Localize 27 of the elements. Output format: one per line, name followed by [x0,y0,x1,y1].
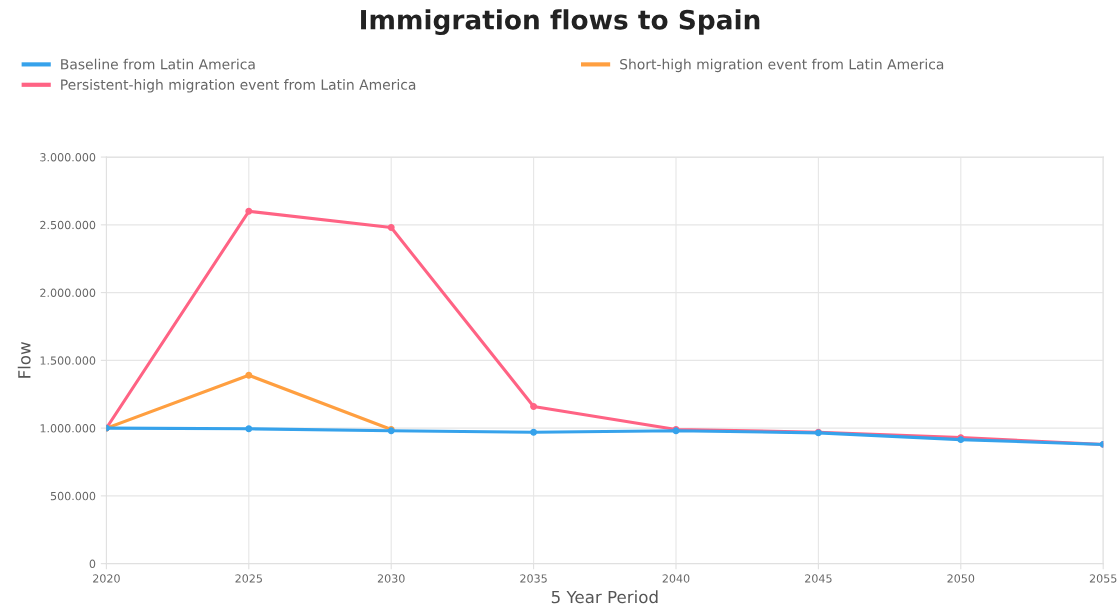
x-tick-label: 2030 [377,574,405,583]
x-axis-title: 5 Year Period [551,590,658,604]
point [387,224,395,232]
y-tick-label: 2.000.000 [40,288,96,297]
x-tick-label: 2040 [662,574,690,583]
y-tick-label: 2.500.000 [40,220,96,230]
point [530,402,538,410]
x-tick-label: 2050 [947,574,975,583]
x-tick-label: 2035 [520,574,547,583]
x-tick-label: 2020 [93,574,120,583]
chart-title: Immigration flows to Spain [361,9,760,35]
point [245,207,253,215]
legend-label: Persistent-high migration event from Latin America [61,79,416,93]
y-tick-label: 500.000 [50,491,96,501]
y-tick-label: 3.000.000 [40,153,96,162]
y-axis-title: Flow [17,342,31,378]
point [245,425,253,433]
y-tick-label: 1.000.000 [40,424,96,433]
y-tick-label: 1.500.000 [40,356,96,365]
legend-label: Baseline from Latin America [61,58,255,70]
x-tick-label: 2055 [1089,574,1117,583]
x-tick-label: 2045 [805,574,832,583]
x-tick-label: 2025 [235,574,262,583]
legend-label: Short-high migration event from Latin America [620,58,944,73]
point [245,371,253,379]
y-tick-label: 0 [89,559,96,569]
point [530,428,538,436]
